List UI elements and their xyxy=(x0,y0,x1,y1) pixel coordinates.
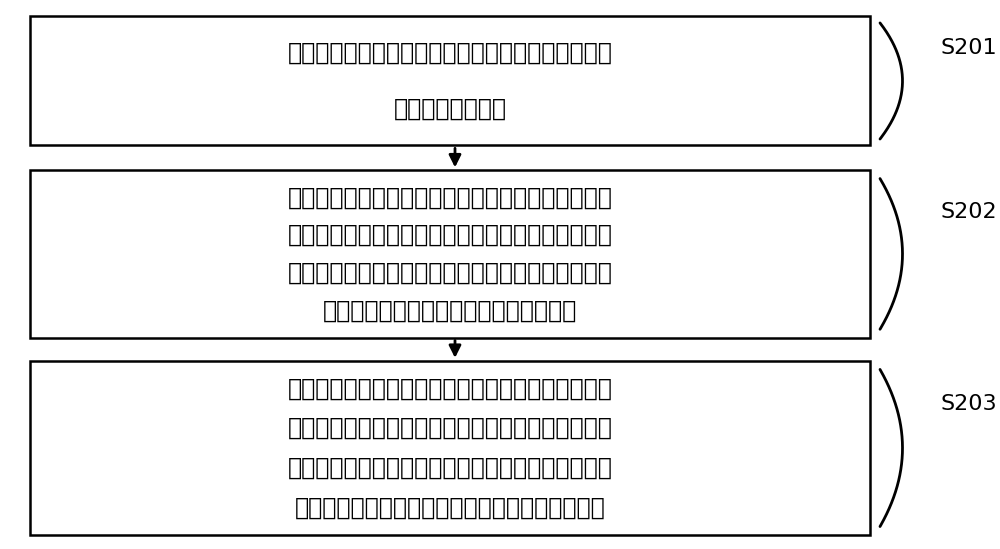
Text: S202: S202 xyxy=(940,201,997,222)
Text: 所述混合储能系统的工作参数和所述新能源发电系统: 所述混合储能系统的工作参数和所述新能源发电系统 xyxy=(288,416,612,440)
Text: 若所述牵引供电系统的负荷状态为牵引状态，则根据: 若所述牵引供电系统的负荷状态为牵引状态，则根据 xyxy=(288,186,612,209)
Text: 的电能质量参数，将所述牵引供电系统负荷的制动能: 的电能质量参数，将所述牵引供电系统负荷的制动能 xyxy=(288,456,612,480)
Text: 的电能质量参数，将所述混合储能系统或所述新能源: 的电能质量参数，将所述混合储能系统或所述新能源 xyxy=(288,261,612,285)
Text: 所述混合储能系统的工作参数和所述新能源发电系统: 所述混合储能系统的工作参数和所述新能源发电系统 xyxy=(288,223,612,247)
FancyBboxPatch shape xyxy=(30,170,870,338)
FancyBboxPatch shape xyxy=(30,16,870,145)
Text: 发电系统的能量反馈至所述牵引供电系统: 发电系统的能量反馈至所述牵引供电系统 xyxy=(323,299,577,322)
Text: S201: S201 xyxy=(940,38,997,58)
Text: 根据所述牵引供电系统的负荷功率，确定所述牵引供: 根据所述牵引供电系统的负荷功率，确定所述牵引供 xyxy=(288,41,612,65)
Text: 量释放至所述混合储能系统或所述新能源发电系统: 量释放至所述混合储能系统或所述新能源发电系统 xyxy=(295,495,605,519)
Text: 若所述牵引供电系统的负荷状态为制动状态，则根据: 若所述牵引供电系统的负荷状态为制动状态，则根据 xyxy=(288,377,612,401)
FancyBboxPatch shape xyxy=(30,361,870,535)
Text: S203: S203 xyxy=(940,394,997,414)
Text: 电系统的负荷状态: 电系统的负荷状态 xyxy=(393,97,506,121)
